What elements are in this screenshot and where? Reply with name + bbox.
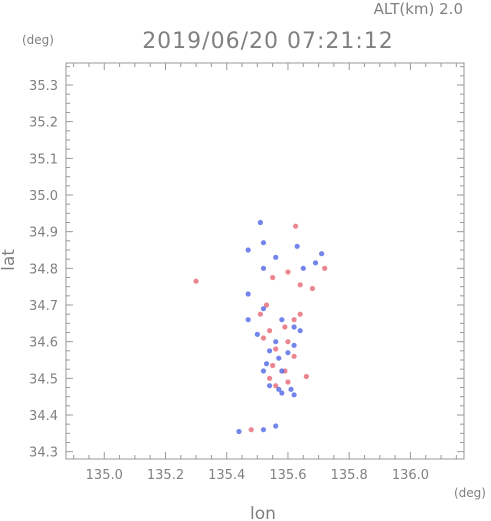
negative-point [260,265,267,271]
y-tick-label: 34.4 [29,409,58,424]
y-axis-label: lat [0,249,19,271]
negative-point [297,328,303,334]
negative-point [260,368,267,374]
x-tick-label: 136.0 [392,468,429,483]
negative-point [273,339,279,345]
positive-point [291,353,297,359]
tick-group [66,63,464,459]
plot-frame [65,62,465,460]
negative-point [273,423,279,429]
x-tick-label: 135.6 [269,468,306,483]
negative-point [279,317,285,323]
positive-point [260,335,267,341]
positive-point [270,362,276,369]
positive-point [293,223,299,229]
y-tick-label: 34.7 [29,299,58,314]
positive-point [270,274,276,281]
negative-point [266,383,273,389]
x-tick-label: 135.4 [208,468,245,483]
y-tick-labels: 34.3 34.4 34.5 34.6 34.7 34.8 34.9 35.0 35.1 35.2… [29,79,58,461]
y-tick-label: 35.2 [29,116,58,131]
negative-point [319,251,325,257]
negative-point [254,331,260,337]
negative-point [276,355,282,361]
y-tick-label: 35.3 [29,79,58,94]
negative-point [260,306,267,312]
y-unit-label: (deg) [22,33,54,47]
negative-point [245,247,251,253]
positive-point [266,328,273,334]
negative-point [260,240,267,246]
positive-point [263,302,270,308]
positive-point [303,373,309,380]
negative-point [291,342,297,348]
chart-title: 2019/06/20 07:21:12 [142,29,394,54]
negative-point [260,427,267,433]
negative-point [294,243,300,249]
negative-point [291,392,297,398]
positive-point [282,324,288,330]
negative-point [279,368,285,374]
x-tick-label: 135.8 [331,468,368,483]
negative-point [263,361,270,367]
positive-point [322,265,328,271]
altitude-label: ALT(km) 2.0 [374,0,463,18]
x-unit-label: (deg) [454,486,486,500]
negative-point [273,254,279,260]
positive-point [285,269,291,275]
x-tick-label: 135.0 [86,468,123,483]
negative-point [288,386,294,392]
positive-point [257,311,264,317]
x-tick-label: 135.2 [147,468,184,483]
positive-point [285,339,291,345]
positive-point [297,311,303,317]
negative-point [236,428,242,435]
negative-point [300,265,306,271]
negative-point [257,219,264,226]
negative-point [266,348,273,354]
negative-point [291,324,297,330]
positive-point [248,427,254,433]
negative-point [285,350,291,356]
data-points [193,219,328,435]
negative-point [245,291,251,297]
y-tick-label: 34.3 [29,446,58,461]
negative-point [279,390,285,396]
x-axis-label: lon [250,504,276,521]
positive-point [285,379,291,385]
y-tick-label: 34.9 [29,226,58,241]
y-tick-label: 35.0 [29,189,58,204]
negative-point [276,386,282,392]
y-tick-label: 34.6 [29,336,58,351]
positive-point [309,285,316,292]
negative-point [245,317,251,323]
positive-point [297,282,303,288]
positive-point [266,375,273,381]
positive-point [193,278,199,284]
negative-point [312,260,319,266]
y-tick-label: 34.5 [29,372,58,387]
y-tick-label: 35.1 [29,152,58,167]
positive-point [291,317,297,323]
y-tick-label: 34.8 [29,262,58,277]
positive-point [273,383,279,389]
positive-point [273,346,279,352]
x-tick-labels: 135.0 135.2 135.4 135.6 135.8 136.0 [86,468,429,483]
